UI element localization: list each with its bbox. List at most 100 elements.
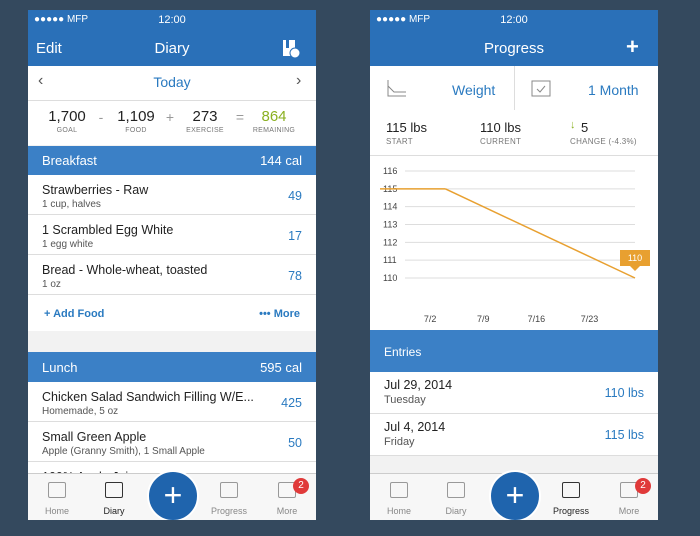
- summary-value: 864: [261, 108, 287, 125]
- food-name: Strawberries - Raw: [42, 183, 149, 197]
- summary-value: 1,109: [117, 108, 155, 125]
- y-tick-label: 113: [383, 220, 397, 230]
- add-food[interactable]: + Add Food: [44, 308, 105, 320]
- food-name: Small Green Apple: [42, 430, 147, 444]
- food-detail: 1 egg white: [42, 239, 94, 250]
- food-row[interactable]: [28, 175, 316, 215]
- divider: [514, 66, 515, 110]
- value-label: 110: [628, 253, 642, 263]
- food-name: Bread - Whole-wheat, toasted: [42, 263, 208, 277]
- entry-value: 110 lbs: [604, 386, 644, 400]
- y-tick-label: 114: [383, 202, 397, 212]
- more[interactable]: ••• More: [259, 308, 300, 320]
- date-row: [28, 66, 316, 101]
- entry-date: Jul 4, 2014: [384, 420, 446, 434]
- breakfast-header: [28, 146, 316, 175]
- time: 12:00: [158, 14, 186, 26]
- summary-label: FOOD: [125, 127, 147, 134]
- meal-name: Breakfast: [42, 153, 97, 168]
- nav-title: Diary: [154, 40, 190, 57]
- tab-label[interactable]: Progress: [552, 506, 589, 516]
- down-arrow: ↓: [570, 119, 576, 131]
- entry-date: Jul 29, 2014: [384, 378, 453, 392]
- meal-calories: 144 cal: [260, 153, 302, 168]
- carrier: ●●●●● MFP: [376, 14, 431, 25]
- summary-value: 273: [192, 108, 218, 125]
- x-tick-label: 7/23: [581, 314, 599, 324]
- period[interactable]: 1 Month: [588, 82, 639, 98]
- graph-icon: [387, 80, 406, 97]
- date-label[interactable]: Today: [153, 74, 191, 90]
- top-bar: [370, 10, 658, 66]
- food-detail: Homemade, 5 oz: [42, 406, 119, 417]
- y-tick-label: 116: [383, 166, 397, 176]
- tab-icon[interactable]: [48, 482, 66, 498]
- summary-label: GOAL: [56, 127, 78, 134]
- entries-title: Entries: [384, 345, 422, 359]
- stat-label: CURRENT: [480, 137, 522, 146]
- x-tick-label: 7/16: [528, 314, 546, 324]
- action-row: [28, 295, 316, 331]
- tab-label[interactable]: Diary: [103, 506, 125, 516]
- y-tick-label: 112: [383, 237, 397, 247]
- summary-row: [28, 101, 316, 145]
- diary-icon[interactable]: [280, 38, 302, 60]
- lunch-header: [28, 352, 316, 382]
- tab-label[interactable]: Home: [44, 506, 69, 516]
- entries-header: [370, 330, 658, 372]
- stat-label: CHANGE (-4.3%): [570, 137, 637, 146]
- entry-day: Friday: [384, 436, 415, 448]
- tab-icon[interactable]: [562, 482, 580, 498]
- tab-icon[interactable]: [447, 482, 465, 498]
- food-row[interactable]: [28, 255, 316, 295]
- edit-button[interactable]: Edit: [36, 40, 62, 57]
- tab-label[interactable]: More: [276, 506, 298, 516]
- tab-icon[interactable]: [220, 482, 238, 498]
- add-button[interactable]: +: [626, 34, 639, 59]
- entry-row[interactable]: [370, 372, 658, 414]
- stats-row: [370, 110, 658, 156]
- y-tick-label: 110: [383, 273, 397, 283]
- weight-line: [444, 188, 636, 279]
- tab-label[interactable]: More: [618, 506, 640, 516]
- entry-row[interactable]: [370, 414, 658, 456]
- entry-value: 115 lbs: [604, 428, 644, 442]
- summary-label: REMAINING: [252, 127, 296, 134]
- summary-label: EXERCISE: [186, 127, 224, 134]
- food-row[interactable]: [28, 382, 316, 422]
- metric[interactable]: Weight: [452, 82, 496, 98]
- food-calories: 17: [288, 229, 302, 243]
- food-calories: 49: [288, 189, 302, 203]
- x-tick-label: 7/2: [424, 314, 437, 324]
- x-tick-label: 7/9: [477, 314, 490, 324]
- operator: -: [98, 109, 104, 125]
- meal-name: Lunch: [42, 360, 78, 375]
- nav-title: Progress: [483, 40, 545, 57]
- food-calories: 78: [288, 269, 302, 283]
- food-row[interactable]: [28, 215, 316, 255]
- badge: 2: [635, 478, 651, 494]
- food-calories: 50: [288, 436, 302, 450]
- entry-day: Tuesday: [384, 394, 426, 406]
- tab-icon[interactable]: [105, 482, 123, 498]
- operator: =: [235, 109, 245, 125]
- stat-value: 5: [581, 120, 589, 135]
- tab-label[interactable]: Diary: [445, 506, 467, 516]
- food-name: 1 Scrambled Egg White: [42, 223, 174, 237]
- tab-label[interactable]: Home: [386, 506, 411, 516]
- stat-value: 110 lbs: [480, 120, 521, 135]
- food-name: Chicken Salad Sandwich Filling W/E...: [42, 390, 254, 404]
- add-entry[interactable]: +: [147, 470, 199, 520]
- food-detail: 1 cup, halves: [42, 199, 101, 210]
- prev-day[interactable]: ‹: [38, 72, 44, 89]
- tab-icon[interactable]: [390, 482, 408, 498]
- add-entry[interactable]: +: [489, 470, 541, 520]
- badge: 2: [293, 478, 309, 494]
- food-calories: 425: [281, 396, 302, 410]
- next-day[interactable]: ›: [296, 72, 302, 89]
- tab-label[interactable]: Progress: [210, 506, 247, 516]
- meal-calories: 595 cal: [260, 360, 302, 375]
- food-row[interactable]: [28, 422, 316, 462]
